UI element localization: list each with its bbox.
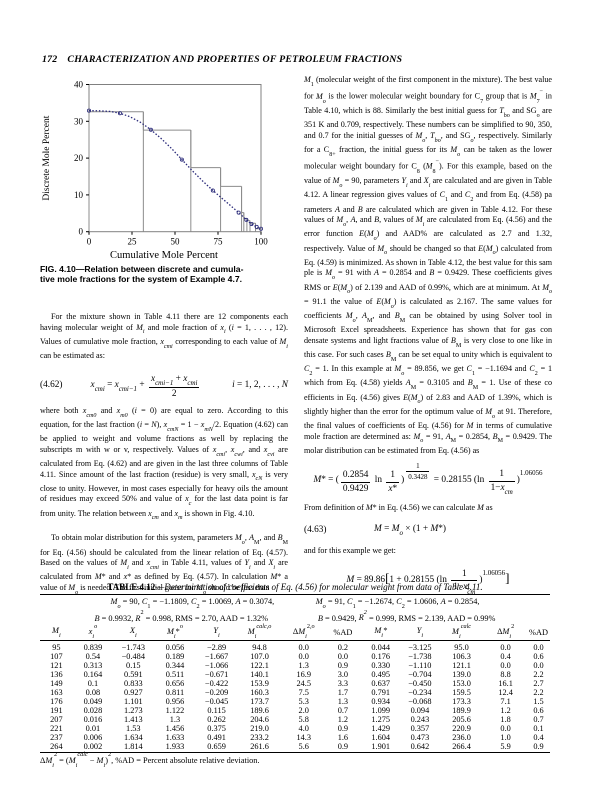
- svg-text:20: 20: [74, 153, 84, 163]
- svg-text:50: 50: [171, 237, 181, 247]
- svg-text:Discrete Mole Percent: Discrete Mole Percent: [42, 115, 52, 200]
- svg-text:0: 0: [87, 237, 92, 247]
- svg-text:0: 0: [79, 227, 84, 237]
- svg-text:10: 10: [74, 190, 84, 200]
- svg-text:30: 30: [74, 116, 84, 126]
- svg-text:40: 40: [74, 80, 84, 90]
- svg-text:100: 100: [254, 237, 268, 247]
- svg-text:75: 75: [214, 237, 224, 247]
- svg-text:25: 25: [128, 237, 138, 247]
